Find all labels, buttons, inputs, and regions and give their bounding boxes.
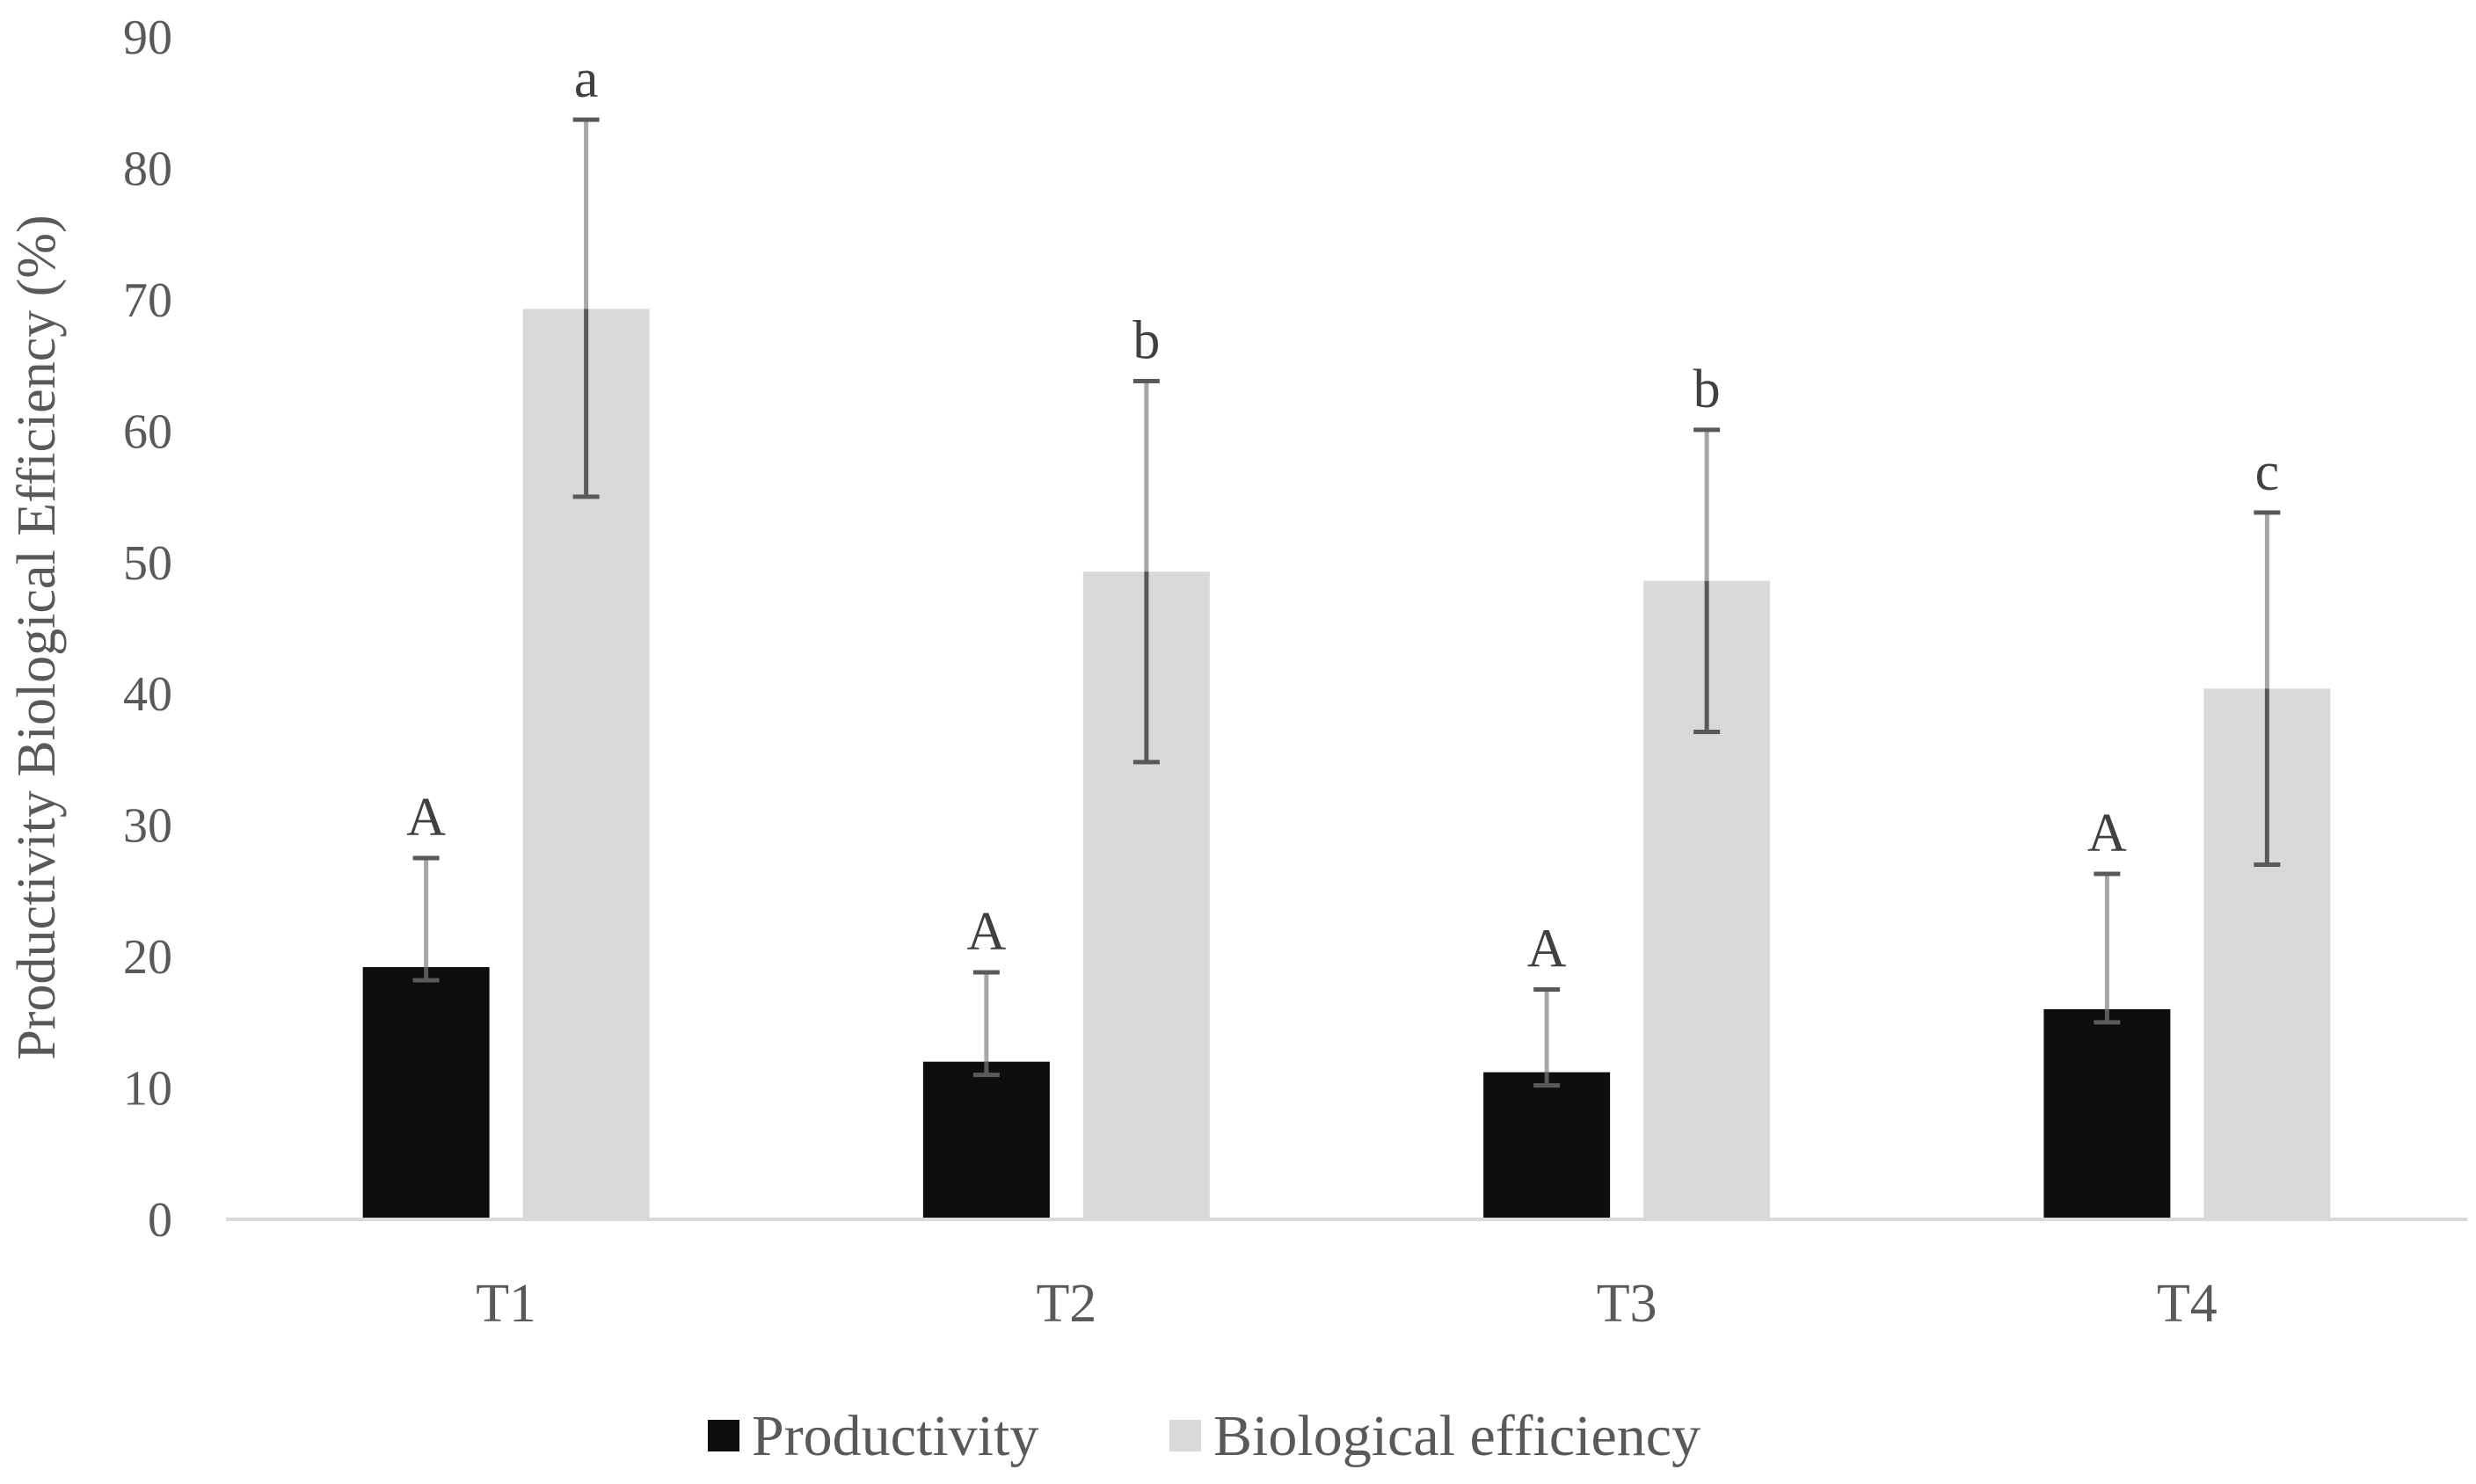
y-tick-label: 70 (123, 273, 172, 328)
x-axis-labels: T1 T2 T3 T4 (476, 1274, 2217, 1334)
legend-label: Productivity (752, 1404, 1038, 1468)
y-tick-label: 40 (123, 667, 172, 722)
error-bar (2254, 510, 2281, 867)
bar-productivity (1483, 1072, 1611, 1219)
y-tick-label: 50 (123, 536, 172, 591)
error-bars (412, 117, 2281, 1088)
significance-letter: A (1527, 919, 1567, 978)
bar-productivity (922, 1061, 1050, 1219)
bar-productivity (362, 967, 490, 1219)
significance-letter: A (406, 788, 446, 847)
legend-label: Biological efficiency (1213, 1404, 1700, 1468)
bar-productivity (2043, 1008, 2171, 1219)
bars (362, 309, 2331, 1220)
y-axis-ticks: 0 10 20 30 40 50 60 70 80 90 (123, 11, 172, 1248)
error-bar (572, 117, 600, 499)
y-axis-label: Productivity Biological Efficiency (%) (7, 215, 67, 1059)
significance-letter: a (574, 49, 599, 109)
significance-letter: A (966, 902, 1006, 962)
significance-letter: c (2255, 442, 2280, 502)
significance-letters: Aa Ab Ab Ac (406, 49, 2279, 978)
error-bar (1132, 379, 1160, 765)
y-tick-label: 0 (148, 1193, 172, 1248)
significance-letter: A (2087, 804, 2127, 863)
x-tick-label: T1 (476, 1274, 536, 1334)
y-tick-label: 60 (123, 404, 172, 459)
y-tick-label: 80 (123, 142, 172, 196)
error-bar (2094, 871, 2121, 1025)
y-tick-label: 90 (123, 11, 172, 65)
error-bar (1533, 986, 1561, 1088)
y-tick-label: 30 (123, 799, 172, 854)
error-bar (972, 970, 1000, 1078)
legend-item: Biological efficiency (1169, 1404, 1700, 1468)
legend-item: Productivity (708, 1404, 1038, 1468)
legend-swatch (708, 1420, 739, 1451)
significance-letter: b (1693, 360, 1721, 419)
legend: Productivity Biological efficiency (708, 1404, 1700, 1468)
x-tick-label: T2 (1036, 1274, 1096, 1334)
x-tick-label: T3 (1597, 1274, 1657, 1334)
y-tick-label: 20 (123, 930, 172, 985)
error-bar (412, 855, 440, 983)
error-bar (1693, 427, 1721, 735)
significance-letter: b (1132, 311, 1160, 371)
legend-swatch (1169, 1420, 1201, 1451)
x-tick-label: T4 (2157, 1274, 2217, 1334)
y-tick-label: 10 (123, 1062, 172, 1117)
